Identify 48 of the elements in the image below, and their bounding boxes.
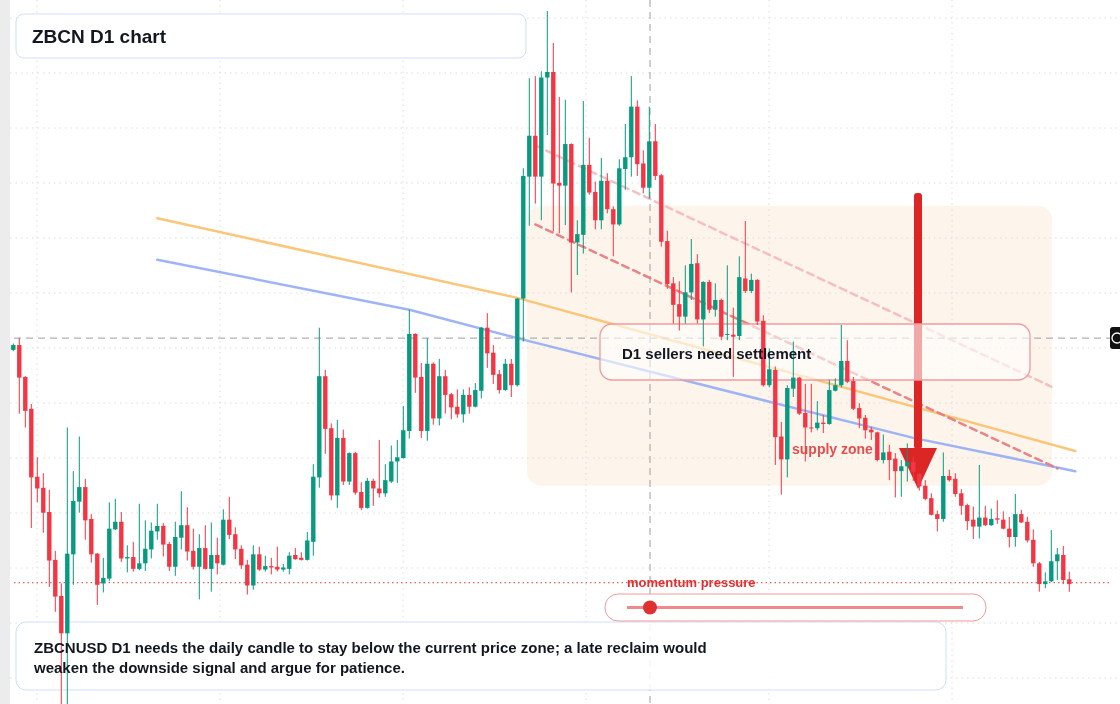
candlestick <box>467 386 472 415</box>
annotation: momentum pressure <box>627 575 756 590</box>
candlestick <box>371 478 376 507</box>
candlestick <box>1049 529 1054 583</box>
candlestick <box>1037 561 1042 593</box>
candlestick <box>1025 516 1030 544</box>
text: ZBCN D1 chart <box>32 26 167 47</box>
candlestick <box>911 456 916 482</box>
candlestick <box>143 519 148 572</box>
candlestick <box>881 433 886 465</box>
candlestick <box>983 505 988 527</box>
candlestick <box>209 521 214 593</box>
candlestick <box>455 388 460 419</box>
candlestick <box>815 400 820 431</box>
candlestick <box>245 559 250 596</box>
candlestick <box>863 414 868 440</box>
candlestick <box>461 388 466 424</box>
candlestick <box>239 544 244 570</box>
candlestick <box>905 442 910 483</box>
candlestick <box>275 546 280 573</box>
candlestick <box>35 456 40 503</box>
candlestick <box>137 503 142 571</box>
candlestick <box>203 524 208 571</box>
candlestick <box>197 533 202 600</box>
candlestick <box>257 546 262 572</box>
candlestick <box>1055 547 1060 581</box>
candlestick <box>713 282 718 318</box>
candlestick <box>899 459 904 498</box>
candlestick <box>743 220 748 294</box>
candlestick <box>1013 493 1018 548</box>
candlestick <box>149 521 154 559</box>
candlestick <box>545 10 550 136</box>
candlestick <box>779 421 784 496</box>
candlestick <box>749 273 754 294</box>
candlestick <box>1007 516 1012 548</box>
candlestick <box>977 464 982 539</box>
candlestick <box>113 498 118 531</box>
candlestick <box>995 499 1000 525</box>
candlestick <box>509 358 514 398</box>
candlestick <box>1031 528 1036 568</box>
candlestick <box>155 503 160 541</box>
candlestick <box>809 383 814 433</box>
candlestick <box>611 205 616 257</box>
candlestick <box>215 537 220 575</box>
candlestick <box>131 541 136 573</box>
candlestick <box>377 439 382 498</box>
candlestick <box>725 264 730 341</box>
candlestick <box>731 307 736 378</box>
